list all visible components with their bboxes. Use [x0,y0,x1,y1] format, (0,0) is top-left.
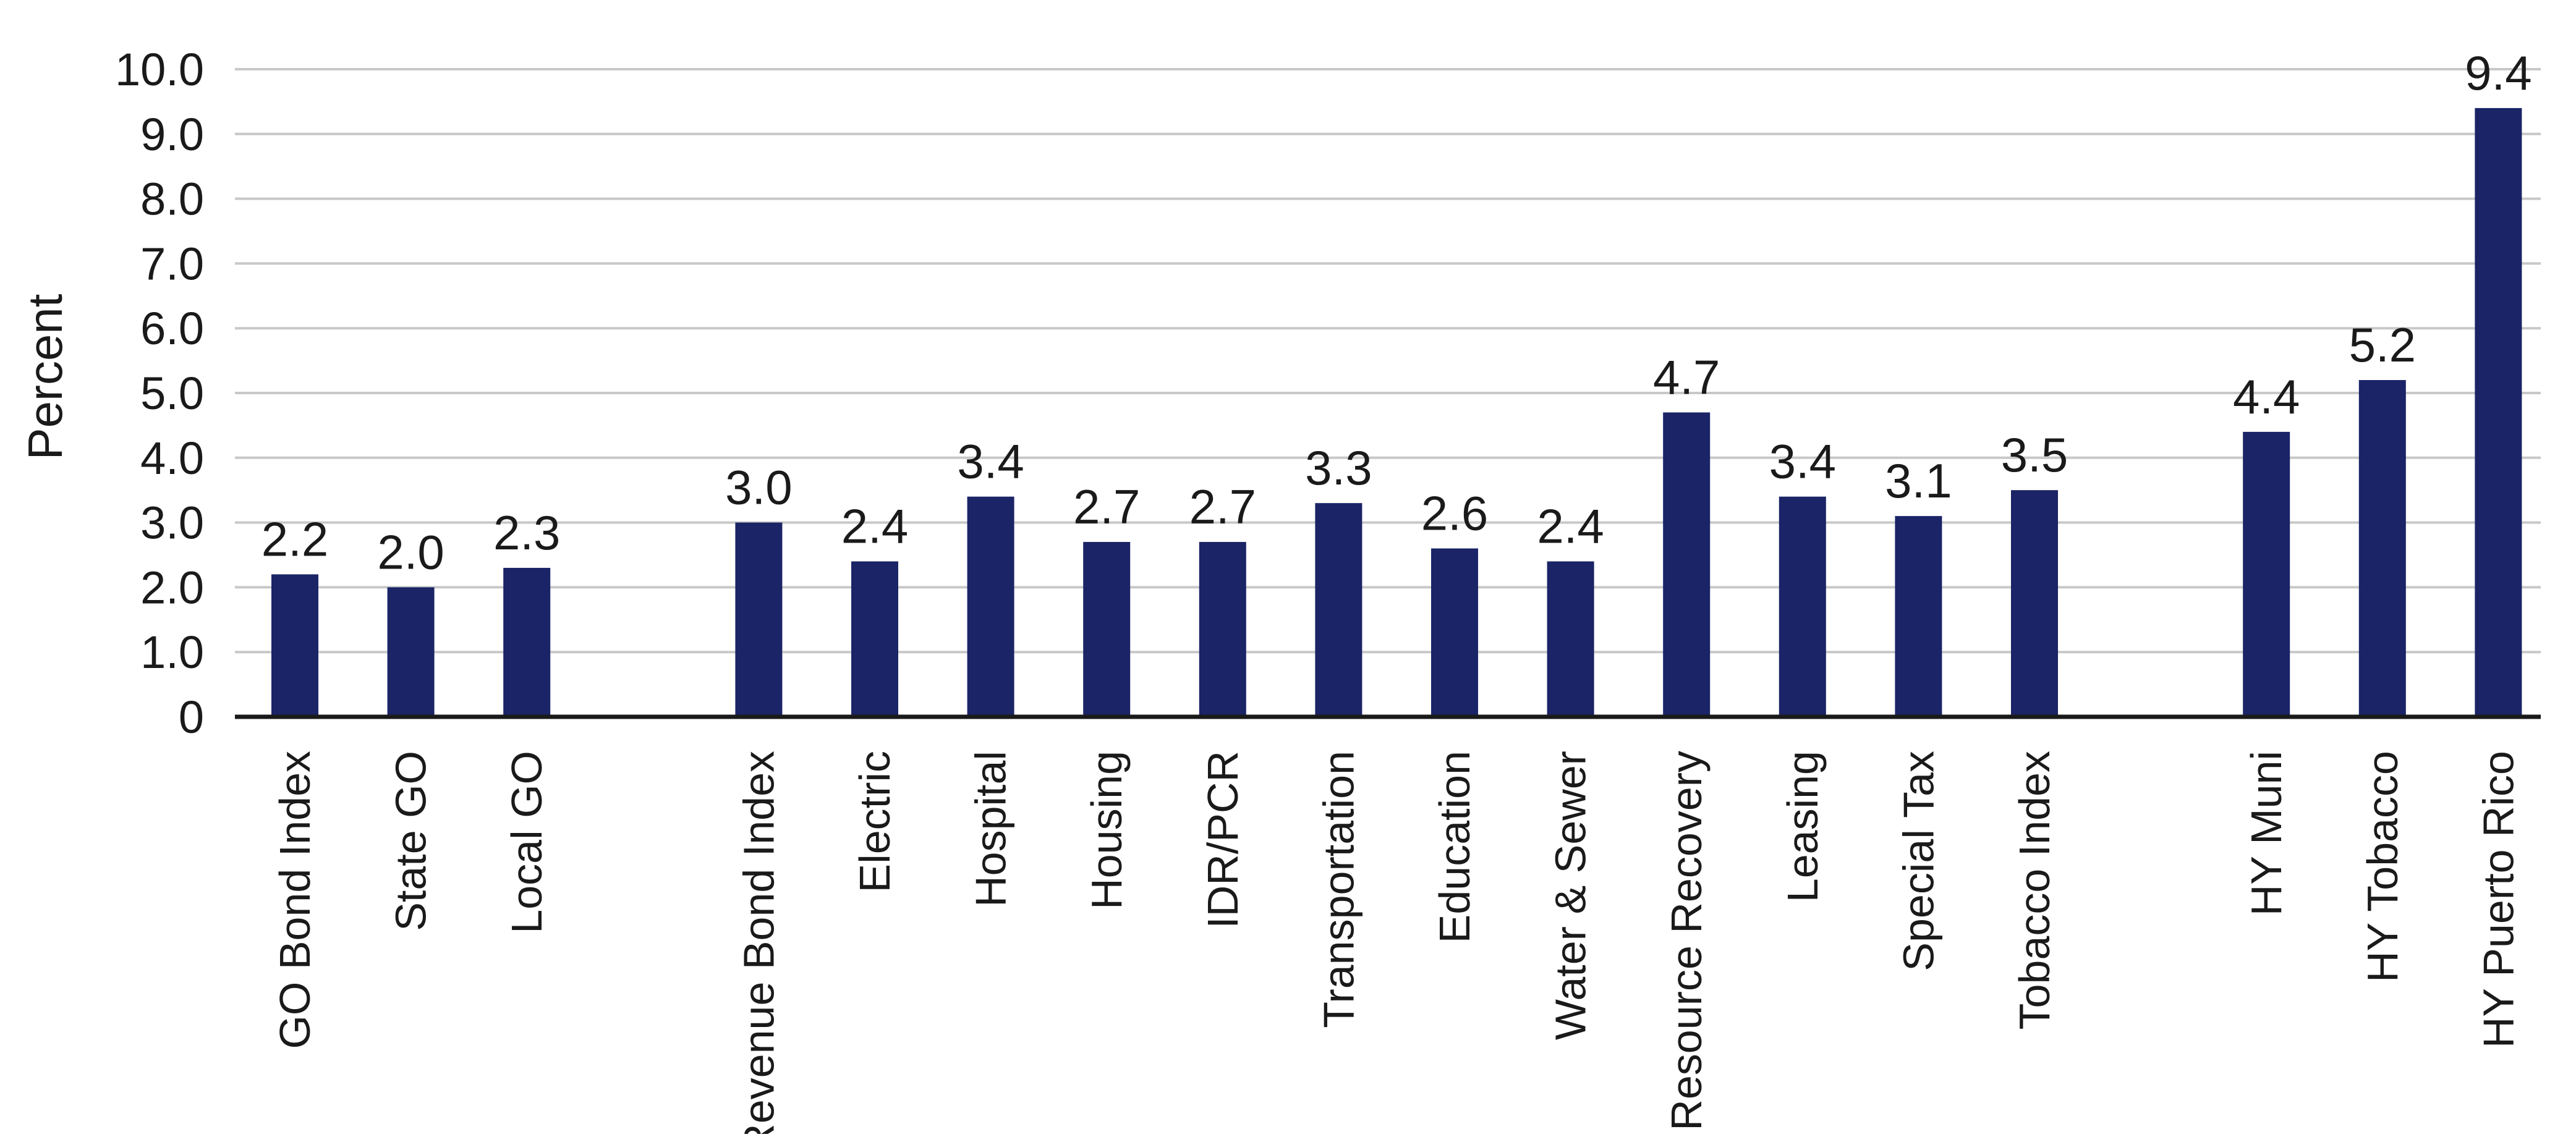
bar [2358,380,2406,717]
bar-value-label: 2.7 [1073,480,1140,534]
bar-value-label: 2.2 [261,512,328,566]
y-axis-ticks: 0 1.0 2.0 3.0 4.0 5.0 6.0 7.0 8.0 9.0 10.0 [115,44,204,743]
x-category-label: HY Puerto Rico [2474,751,2522,1048]
y-tick-label: 1.0 [140,627,204,678]
x-category-label: Hospital [967,751,1015,907]
x-category-label: IDR/PCR [1199,751,1247,929]
y-tick-label: 0 [179,691,204,743]
bar-value-label: 4.7 [1653,350,1720,404]
bar-value-label: 3.1 [1885,454,1952,508]
x-category-label: HY Tobacco [2358,751,2407,983]
x-category-label: GO Bond Index [271,751,319,1049]
bar [1315,503,1362,717]
y-axis-title: Percent [18,294,72,460]
bar [1895,516,1942,717]
x-category-label: Revenue Bond Index [734,751,783,1134]
y-tick-label: 3.0 [140,497,204,549]
x-category-label: Electric [851,751,899,892]
bars [271,108,2522,717]
y-tick-label: 9.0 [140,109,204,160]
bar [967,496,1014,717]
bar [1083,542,1131,717]
bar-value-label: 2.7 [1189,480,1256,534]
bar-value-label: 4.4 [2233,370,2300,424]
bar [1779,496,1826,717]
x-category-label: Local GO [503,751,551,934]
bar-value-label: 3.3 [1305,441,1372,495]
x-category-label: HY Muni [2242,751,2290,916]
x-category-label: State GO [387,751,435,931]
bar-value-label: 2.4 [1537,499,1604,553]
x-category-label: Transportation [1314,751,1362,1028]
bar [1547,561,1594,717]
x-category-label: Tobacco Index [2010,751,2059,1029]
bar [2475,108,2522,717]
bar [851,561,898,717]
y-tick-label: 4.0 [140,433,204,484]
y-tick-label: 7.0 [140,238,204,289]
y-tick-label: 8.0 [140,174,204,225]
y-tick-label: 6.0 [140,303,204,354]
data-labels: 2.2 2.0 2.3 3.0 2.4 3.4 2.7 2.7 3.3 2.6 2.4 4.7 3.4 3… [261,46,2532,580]
bar-value-label: 3.4 [957,434,1024,489]
x-category-label: Special Tax [1894,751,1942,971]
x-axis-labels: GO Bond Index State GO Local GO Revenue Bon… [271,751,2522,1137]
bar-value-label: 3.4 [1769,434,1836,489]
x-category-label: Leasing [1779,751,1827,902]
bar [1199,542,1246,717]
bar [271,574,318,717]
x-category-label: Housing [1082,751,1131,910]
bar-value-label: 2.6 [1421,486,1488,541]
bar [2243,431,2290,717]
x-category-label: Water & Sewer [1547,751,1595,1040]
bar-value-label: 3.0 [725,460,792,515]
bar [1431,548,1478,717]
y-tick-label: 2.0 [140,562,204,613]
bar-value-label: 9.4 [2465,46,2531,100]
bar-value-label: 5.2 [2349,318,2416,372]
y-tick-label: 10.0 [115,44,204,95]
bar [387,587,435,717]
x-category-label: Resource Recovery [1662,751,1711,1131]
bar-value-label: 2.0 [377,525,444,579]
x-category-label: Education [1430,751,1479,943]
y-tick-label: 5.0 [140,368,204,419]
bar [503,567,551,717]
bar [1663,412,1711,717]
gridlines [235,68,2541,654]
bar-value-label: 2.3 [493,505,560,560]
bar-value-label: 3.5 [2001,428,2068,482]
bar [735,522,783,717]
bar [2011,490,2058,717]
bar-value-label: 2.4 [841,499,908,553]
